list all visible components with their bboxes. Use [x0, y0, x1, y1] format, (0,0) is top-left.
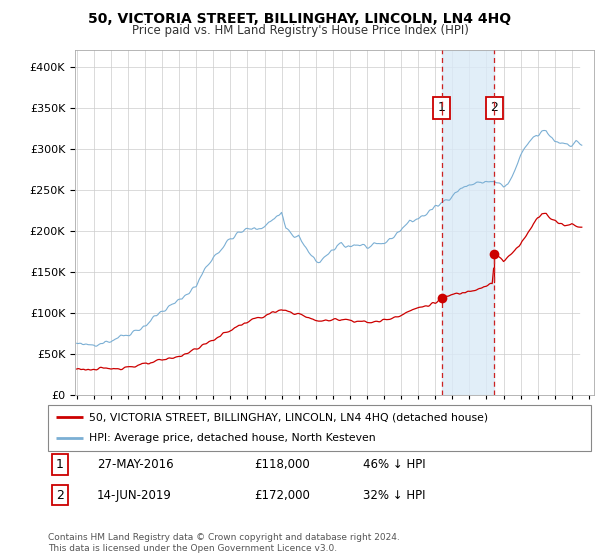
Text: 50, VICTORIA STREET, BILLINGHAY, LINCOLN, LN4 4HQ (detached house): 50, VICTORIA STREET, BILLINGHAY, LINCOLN…: [89, 412, 488, 422]
Bar: [580, 50, 594, 395]
Text: HPI: Average price, detached house, North Kesteven: HPI: Average price, detached house, Nort…: [89, 433, 376, 444]
Text: 2: 2: [56, 489, 64, 502]
Text: 32% ↓ HPI: 32% ↓ HPI: [363, 489, 425, 502]
Text: 2: 2: [490, 101, 498, 114]
Text: £172,000: £172,000: [254, 489, 310, 502]
Text: Price paid vs. HM Land Registry's House Price Index (HPI): Price paid vs. HM Land Registry's House …: [131, 24, 469, 37]
Text: Contains HM Land Registry data © Crown copyright and database right 2024.
This d: Contains HM Land Registry data © Crown c…: [48, 533, 400, 553]
Text: 14-JUN-2019: 14-JUN-2019: [97, 489, 172, 502]
Text: 50, VICTORIA STREET, BILLINGHAY, LINCOLN, LN4 4HQ: 50, VICTORIA STREET, BILLINGHAY, LINCOLN…: [88, 12, 512, 26]
Text: 1: 1: [437, 101, 445, 114]
Text: £118,000: £118,000: [254, 458, 310, 471]
Text: 46% ↓ HPI: 46% ↓ HPI: [363, 458, 425, 471]
Text: 27-MAY-2016: 27-MAY-2016: [97, 458, 173, 471]
FancyBboxPatch shape: [48, 405, 591, 451]
Text: 1: 1: [56, 458, 64, 471]
Bar: [442, 50, 494, 395]
